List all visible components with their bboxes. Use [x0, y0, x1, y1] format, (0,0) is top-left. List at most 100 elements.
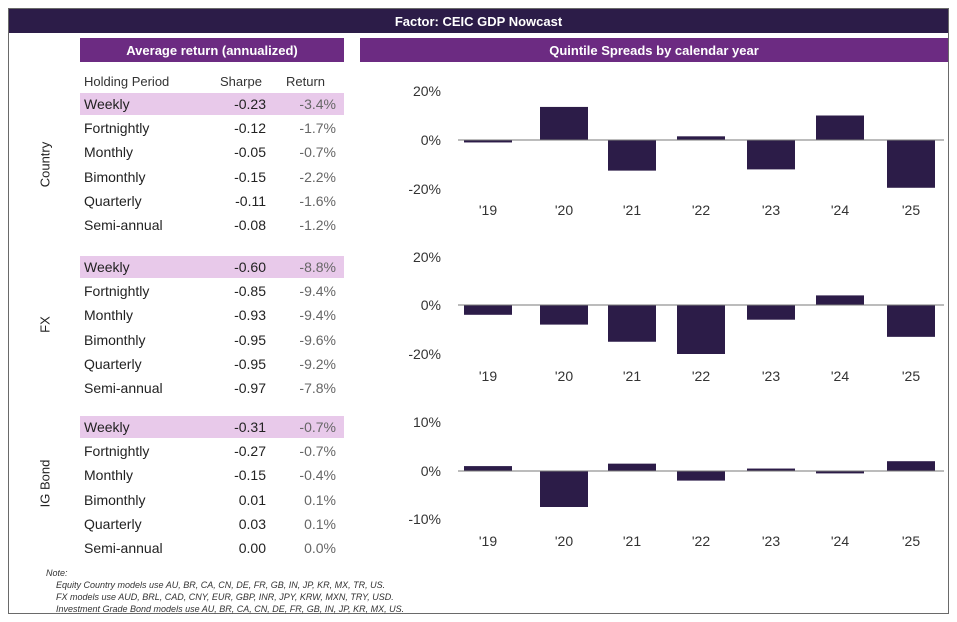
- x-tick-label: '22: [692, 202, 710, 218]
- sharpe-header: Sharpe: [220, 74, 262, 89]
- table-row: Quarterly 0.03 0.1%: [80, 513, 344, 535]
- holding-period-cell: Monthly: [84, 467, 134, 484]
- sharpe-cell: 0.00: [238, 540, 266, 556]
- sharpe-cell: -0.27: [234, 443, 266, 460]
- holding-period-cell: Weekly: [84, 419, 130, 435]
- return-cell: -7.8%: [299, 380, 336, 396]
- bar: [816, 115, 864, 140]
- table-row: Quarterly -0.11 -1.6%: [80, 190, 344, 212]
- holding-period-cell: Quarterly: [84, 355, 142, 372]
- return-cell: 0.0%: [304, 540, 336, 556]
- x-tick-label: '24: [831, 533, 849, 549]
- bar: [464, 466, 512, 471]
- spread-chart-1: 20% 0% -20% '19 '20 '21 '22 '23 '24 '25: [408, 249, 944, 384]
- return-cell: -9.4%: [299, 307, 336, 324]
- table-row: Weekly -0.60 -8.8%: [80, 256, 344, 278]
- return-cell: -9.2%: [299, 355, 336, 372]
- chart-title: Quintile Spreads by calendar year: [360, 38, 948, 62]
- bar: [887, 140, 935, 188]
- note-line: FX models use AUD, BRL, CAD, CNY, EUR, G…: [56, 592, 394, 602]
- x-tick-label: '25: [902, 533, 920, 549]
- sharpe-cell: -0.15: [234, 467, 266, 484]
- sharpe-cell: -0.85: [234, 283, 266, 300]
- holding-period-cell: Weekly: [84, 259, 130, 275]
- holding-period-cell: Semi-annual: [84, 380, 163, 396]
- sharpe-cell: -0.11: [235, 192, 266, 209]
- x-tick-label: '19: [479, 202, 497, 218]
- y-tick-label: 0%: [421, 132, 441, 148]
- holding-period-cell: Monthly: [84, 307, 134, 324]
- return-cell: -1.2%: [299, 217, 336, 233]
- x-tick-label: '24: [831, 202, 849, 218]
- y-tick-label: 10%: [413, 414, 441, 430]
- table-row: Fortnightly -0.12 -1.7%: [80, 117, 344, 139]
- spread-chart-0: 20% 0% -20% '19 '20 '21 '22 '23 '24 '25: [408, 83, 944, 218]
- table-row: Quarterly -0.95 -9.2%: [80, 353, 344, 375]
- x-tick-label: '21: [623, 368, 641, 384]
- sharpe-cell: -0.95: [234, 331, 266, 348]
- holding-period-cell: Bimonthly: [84, 331, 146, 348]
- bar: [747, 305, 795, 320]
- holding-period-header: Holding Period: [84, 74, 170, 89]
- x-tick-label: '19: [479, 533, 497, 549]
- table-row: Semi-annual -0.08 -1.2%: [80, 214, 344, 236]
- sharpe-cell: -0.93: [234, 307, 266, 324]
- return-cell: -9.6%: [299, 331, 336, 348]
- holding-period-cell: Quarterly: [84, 515, 142, 532]
- holding-period-cell: Weekly: [84, 96, 130, 112]
- sharpe-cell: -0.97: [234, 380, 266, 396]
- report-frame: [8, 8, 949, 614]
- bar: [677, 305, 725, 354]
- note-line: Investment Grade Bond models use AU, BR,…: [56, 604, 405, 614]
- note-line: Equity Country models use AU, BR, CA, CN…: [56, 580, 386, 590]
- return-cell: 0.1%: [304, 491, 336, 508]
- y-tick-label: 0%: [421, 297, 441, 313]
- bar: [540, 471, 588, 507]
- table-row: Weekly -0.23 -3.4%: [80, 93, 344, 115]
- bar: [608, 140, 656, 171]
- table-row: Monthly -0.05 -0.7%: [80, 141, 344, 163]
- return-cell: 0.1%: [304, 515, 336, 532]
- table-row: Bimonthly -0.95 -9.6%: [80, 329, 344, 351]
- bar: [464, 305, 512, 315]
- table-row: Semi-annual -0.97 -7.8%: [80, 377, 344, 399]
- table-row: Bimonthly -0.15 -2.2%: [80, 166, 344, 188]
- sharpe-cell: -0.15: [234, 168, 266, 185]
- sharpe-cell: -0.08: [234, 217, 266, 233]
- y-tick-label: -20%: [408, 346, 441, 362]
- return-cell: -9.4%: [299, 283, 336, 300]
- holding-period-cell: Fortnightly: [84, 120, 150, 137]
- x-tick-label: '20: [555, 533, 573, 549]
- table-row: Monthly -0.93 -9.4%: [80, 304, 344, 326]
- table-row: Fortnightly -0.85 -9.4%: [80, 280, 344, 302]
- y-tick-label: 20%: [413, 249, 441, 265]
- holding-period-cell: Fortnightly: [84, 443, 150, 460]
- spread-chart-2: 10% 0% -10% '19 '20 '21 '22 '23 '24 '25: [408, 414, 944, 549]
- x-tick-label: '21: [623, 202, 641, 218]
- table-row: Weekly -0.31 -0.7%: [80, 416, 344, 438]
- sharpe-cell: -0.23: [234, 96, 266, 112]
- table-row: Semi-annual 0.00 0.0%: [80, 537, 344, 559]
- return-cell: -0.7%: [299, 144, 336, 161]
- bar: [677, 471, 725, 481]
- x-tick-label: '19: [479, 368, 497, 384]
- holding-period-cell: Semi-annual: [84, 540, 163, 556]
- bar: [608, 463, 656, 471]
- return-cell: -0.4%: [299, 467, 336, 484]
- x-tick-label: '22: [692, 368, 710, 384]
- holding-period-cell: Quarterly: [84, 192, 142, 209]
- notes-label: Note:: [46, 568, 68, 578]
- bar: [747, 468, 795, 471]
- holding-period-cell: Semi-annual: [84, 217, 163, 233]
- holding-period-cell: Bimonthly: [84, 491, 146, 508]
- return-cell: -0.7%: [299, 443, 336, 460]
- x-tick-label: '21: [623, 533, 641, 549]
- y-tick-label: -20%: [408, 181, 441, 197]
- return-cell: -0.7%: [299, 419, 336, 435]
- sharpe-cell: -0.05: [234, 144, 266, 161]
- x-tick-label: '20: [555, 368, 573, 384]
- table-title: Average return (annualized): [80, 38, 344, 62]
- sharpe-cell: -0.31: [234, 419, 266, 435]
- bar: [540, 106, 588, 140]
